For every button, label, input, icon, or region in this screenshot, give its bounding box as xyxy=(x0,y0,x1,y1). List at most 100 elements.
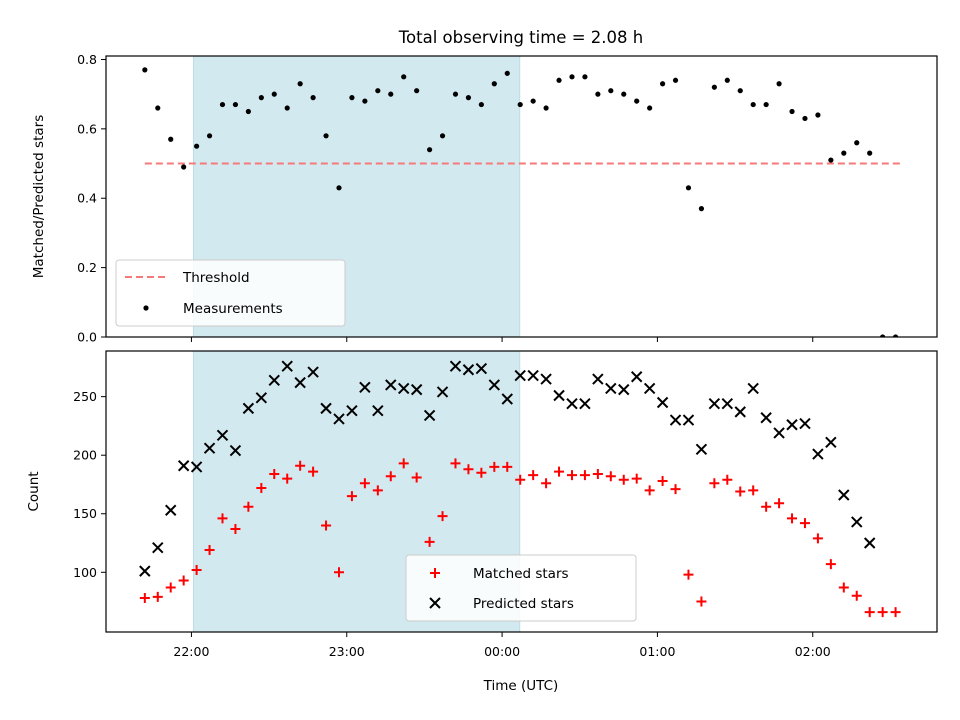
matched-star-point xyxy=(217,513,228,524)
measurement-point xyxy=(271,91,277,97)
predicted-star-point xyxy=(825,436,837,449)
measurement-point xyxy=(737,88,743,94)
y-axis-label: Count xyxy=(26,471,42,511)
legend: Threshold Measurements xyxy=(115,259,346,327)
measurement-point xyxy=(219,101,226,108)
y-tick-label: 0.8 xyxy=(77,52,97,67)
measurement-point xyxy=(504,70,510,76)
predicted-star-point xyxy=(747,382,759,395)
predicted-star-point xyxy=(786,419,798,431)
measurement-point xyxy=(323,133,329,139)
measurement-point xyxy=(206,133,213,139)
predicted-star-point xyxy=(863,537,876,549)
y-tick-label: 150 xyxy=(73,506,97,521)
matched-star-point xyxy=(825,559,836,570)
measurement-point xyxy=(465,95,472,101)
measurement-point xyxy=(362,98,368,104)
predicted-star-point xyxy=(773,427,785,439)
matched-star-point xyxy=(437,511,448,522)
predicted-star-point xyxy=(553,389,565,402)
measurement-point xyxy=(194,143,200,149)
matched-star-point xyxy=(554,466,565,477)
measurement-point xyxy=(608,88,614,94)
matched-star-point xyxy=(243,501,254,512)
predicted-star-point xyxy=(372,405,384,417)
legend-predicted-label: Predicted stars xyxy=(473,596,574,612)
matched-star-point xyxy=(644,485,655,496)
predicted-star-point xyxy=(838,489,850,501)
measurement-point xyxy=(349,95,355,101)
y-tick-label: 0.4 xyxy=(77,191,97,206)
measurement-point xyxy=(284,105,290,111)
measurement-point xyxy=(556,77,562,83)
matched-star-point xyxy=(346,491,357,502)
measurement-point xyxy=(142,67,148,73)
matched-star-point xyxy=(191,564,202,575)
legend-measurements-label: Measurements xyxy=(183,301,283,317)
matched-star-point xyxy=(321,520,332,531)
matched-star-point xyxy=(489,461,500,472)
matched-star-point xyxy=(230,523,241,534)
y-tick-label: 0.2 xyxy=(77,260,97,275)
predicted-star-point xyxy=(566,397,578,410)
matched-star-point xyxy=(812,533,823,544)
y-tick-label: 0.6 xyxy=(77,121,97,136)
measurement-point xyxy=(245,108,251,115)
measurement-point xyxy=(867,150,873,156)
predicted-star-point xyxy=(320,402,332,415)
matched-star-point xyxy=(333,567,344,578)
predicted-star-point xyxy=(682,414,695,426)
predicted-star-point xyxy=(423,409,436,422)
measurement-point xyxy=(517,101,523,108)
y-tick-label: 100 xyxy=(73,565,97,580)
measurement-point xyxy=(815,112,821,118)
measurement-point xyxy=(155,105,161,111)
measurement-point xyxy=(776,81,782,87)
matched-star-point xyxy=(282,473,293,484)
matched-star-point xyxy=(372,485,383,496)
y-tick-label: 250 xyxy=(73,389,97,404)
predicted-star-point xyxy=(760,412,772,424)
matched-star-point xyxy=(424,536,435,547)
predicted-star-point xyxy=(281,360,293,372)
matched-star-point xyxy=(295,460,306,471)
measurement-point xyxy=(336,185,342,191)
matched-star-point xyxy=(761,501,772,512)
matched-star-point xyxy=(178,575,189,586)
matched-star-point xyxy=(631,473,642,484)
measurement-point xyxy=(828,157,834,163)
predicted-star-point xyxy=(605,382,617,395)
x-tick-label: 23:00 xyxy=(329,644,365,659)
predicted-star-point xyxy=(449,360,462,372)
matched-star-point xyxy=(618,474,629,485)
predicted-star-point xyxy=(242,402,255,415)
measurement-point xyxy=(452,91,459,97)
measurement-point xyxy=(750,101,756,108)
matched-star-point xyxy=(657,475,668,486)
predicted-star-point xyxy=(799,417,811,430)
predicted-star-point xyxy=(462,364,475,376)
predicted-star-point xyxy=(333,413,345,425)
legend: Matched stars Predicted stars xyxy=(405,554,637,622)
data-points xyxy=(142,67,899,337)
predicted-star-point xyxy=(294,376,306,389)
measurement-point xyxy=(375,88,381,94)
count-panel: 22:00 23:00 00:00 01:00 02:00 100 150 200 250 Cou… xyxy=(26,350,938,659)
predicted-star-point xyxy=(618,383,630,396)
predicted-star-point xyxy=(307,366,319,378)
predicted-star-point xyxy=(630,371,643,383)
x-tick-label: 01:00 xyxy=(639,644,675,659)
axes-frame xyxy=(105,350,938,633)
predicted-star-point xyxy=(410,383,423,396)
matched-star-point xyxy=(722,474,733,485)
measurement-point xyxy=(414,88,420,94)
predicted-star-point xyxy=(527,369,539,382)
matched-star-point xyxy=(152,591,163,602)
measurement-point xyxy=(543,105,549,111)
measurement-point xyxy=(789,108,795,115)
matched-star-point xyxy=(359,478,370,489)
measurement-point xyxy=(634,98,640,104)
matched-star-point xyxy=(890,607,901,618)
matched-star-point xyxy=(566,470,577,481)
